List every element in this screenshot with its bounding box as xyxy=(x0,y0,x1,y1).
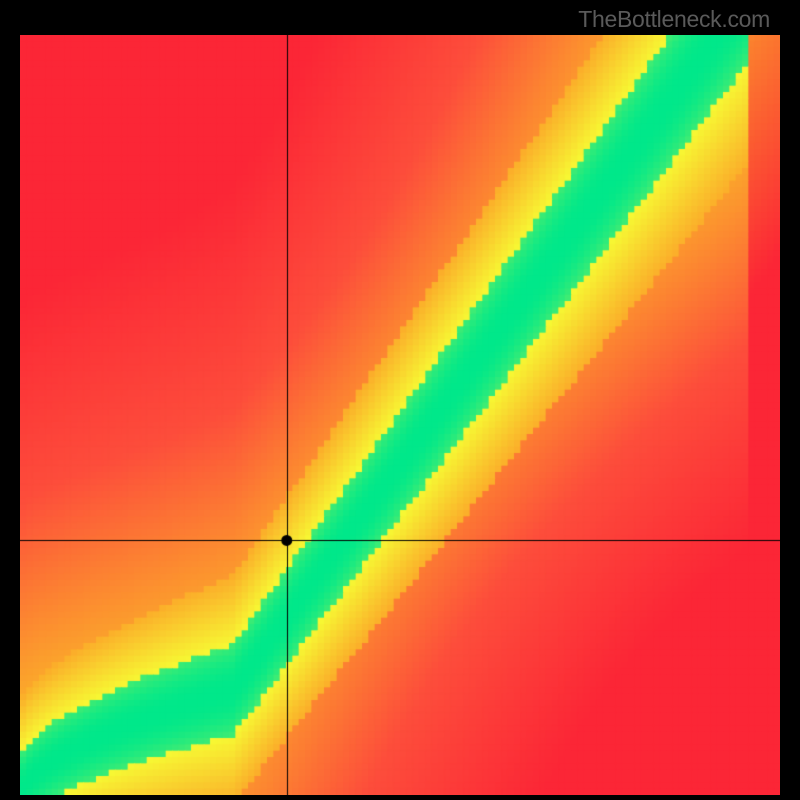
watermark-text: TheBottleneck.com xyxy=(578,6,770,33)
bottleneck-heatmap xyxy=(20,35,780,795)
chart-container: TheBottleneck.com xyxy=(0,0,800,800)
